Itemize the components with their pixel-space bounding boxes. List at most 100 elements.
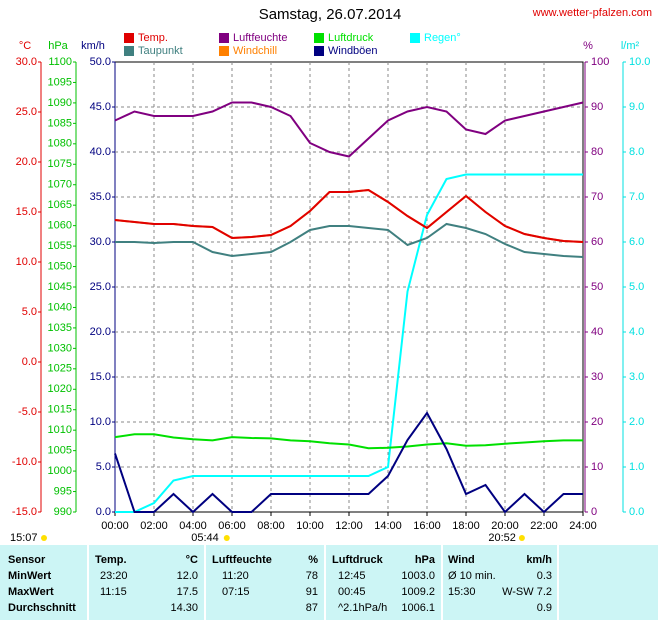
series-line [115,222,584,258]
y-tick-label: 20.0 [90,326,111,338]
legend-swatch [314,46,324,56]
legend-label: Luftfeuchte [233,32,287,44]
axis-title: °C [19,40,31,52]
table-cell: 12:45 [338,570,366,582]
table-cell: 17.5 [177,586,198,598]
table-cell: W-SW 7.2 [502,586,552,598]
series-line [115,173,583,513]
x-tick-label: 10:00 [296,520,324,532]
series-line [114,188,584,243]
y-tick-label: 10 [591,461,603,473]
y-tick-label: 1.0 [629,461,644,473]
y-tick-label: 5.0 [629,281,644,293]
table-cell: Ø 10 min. [448,570,496,582]
x-tick-label: 18:00 [452,520,480,532]
legend-swatch [314,33,324,43]
y-tick-label: 15.0 [90,371,111,383]
row-label: MinWert [8,570,52,582]
y-tick-label: 15.0 [16,206,37,218]
table-cell: ^2.1hPa/h [338,602,387,614]
y-tick-label: 100 [591,56,609,68]
y-tick-label: 9.0 [629,101,644,113]
y-tick-label: 1100 [48,56,72,68]
y-tick-label: 7.0 [629,191,644,203]
y-tick-label: 25.0 [16,106,37,118]
table-cell: 87 [306,602,318,614]
table-cell: 1009.2 [401,586,435,598]
table-header: km/h [526,554,552,566]
x-tick-label: 08:00 [257,520,285,532]
y-tick-label: 1010 [48,424,72,436]
y-tick-label: 8.0 [629,146,644,158]
current-time: 15:07 [10,532,38,544]
x-tick-label: 04:00 [179,520,207,532]
y-tick-label: 1070 [48,179,72,191]
x-tick-label: 14:00 [374,520,402,532]
legend-swatch [410,33,420,43]
y-tick-label: 40.0 [90,146,111,158]
y-tick-label: 1050 [48,260,72,272]
table-header: Sensor [8,554,46,566]
y-tick-label: 5.0 [22,306,37,318]
y-tick-label: 1020 [48,383,72,395]
y-tick-label: 0 [591,506,597,518]
legend-swatch [219,46,229,56]
table-cell: 23:20 [100,570,128,582]
table-header: Luftdruck [332,554,384,566]
y-tick-label: 1085 [48,117,72,129]
x-tick-label: 00:00 [101,520,129,532]
table-header: Temp. [95,554,127,566]
x-tick-label: 06:00 [218,520,246,532]
y-tick-label: 2.0 [629,416,644,428]
table-background [0,545,658,620]
table-cell: 91 [306,586,318,598]
y-tick-label: 1030 [48,342,72,354]
y-tick-label: 70 [591,191,603,203]
axis-title: % [583,40,593,52]
y-tick-label: 45.0 [90,101,111,113]
y-tick-label: 30.0 [16,56,37,68]
table-cell: 12.0 [177,570,198,582]
table-header: °C [186,554,198,566]
y-tick-label: 6.0 [629,236,644,248]
axis-title: km/h [81,40,105,52]
series-line [114,433,583,450]
x-tick-label: 02:00 [140,520,168,532]
y-tick-label: 1035 [48,322,72,334]
y-tick-label: 1025 [48,363,72,375]
y-tick-label: 80 [591,146,603,158]
sunset-dot [518,535,525,541]
y-tick-label: 90 [591,101,603,113]
sunset-label: 20:52 [488,532,516,544]
y-tick-label: 1015 [48,404,72,416]
legend-label: Temp. [138,32,168,44]
legend-label: Windböen [328,45,378,57]
y-tick-label: 35.0 [90,191,111,203]
table-cell: 00:45 [338,586,366,598]
y-tick-label: 50.0 [90,56,111,68]
y-tick-label: 1075 [48,158,72,170]
y-tick-label: 3.0 [629,371,644,383]
y-tick-label: 20 [591,416,603,428]
x-tick-label: 24:00 [569,520,597,532]
y-tick-label: 1090 [48,97,72,109]
legend-swatch [219,33,229,43]
source: www.wetter-pfalzen.com [532,7,652,19]
legend-label: Taupunkt [138,45,183,57]
y-tick-label: 0.0 [22,356,37,368]
y-tick-label: -15.0 [12,506,37,518]
y-tick-label: 1040 [48,301,72,313]
chart-title: Samstag, 26.07.2014 [259,6,402,23]
row-label: Durchschnitt [8,602,76,614]
table-header: Wind [448,554,475,566]
legend-label: Windchill [233,45,277,57]
table-cell: 1003.0 [401,570,435,582]
y-tick-label: 10.0 [629,56,650,68]
table-cell: 0.3 [537,570,552,582]
table-header: hPa [415,554,436,566]
x-tick-label: 20:00 [491,520,519,532]
series-line [114,101,584,158]
legend-label: Regen° [424,32,461,44]
x-tick-label: 12:00 [335,520,363,532]
